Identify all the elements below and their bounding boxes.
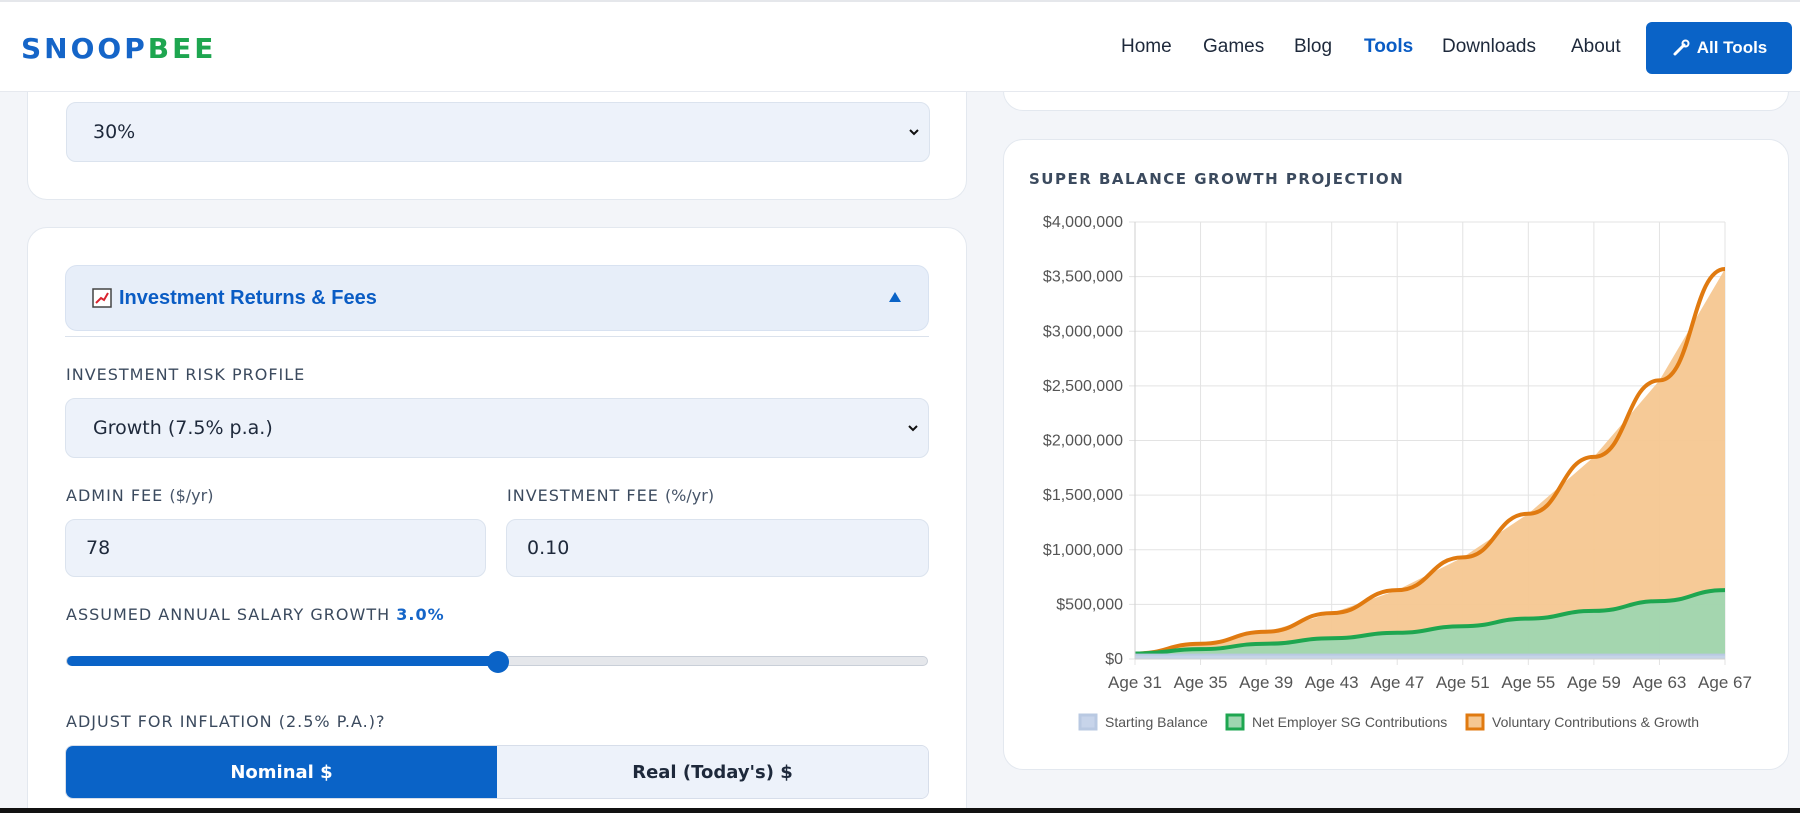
salary-growth-label-text: ASSUMED ANNUAL SALARY GROWTH — [66, 605, 391, 624]
growth-chart: $0 $500,000 $1,000,000 $1,500,000 $2,000,000… — [1043, 214, 1752, 731]
salary-growth-label: ASSUMED ANNUAL SALARY GROWTH 3.0% — [66, 605, 445, 624]
y-tick-label: $2,500,000 — [1043, 378, 1123, 395]
nav-blog[interactable]: Blog — [1294, 36, 1333, 57]
x-tick-label: Age 51 — [1436, 673, 1490, 692]
risk-profile-value: Growth (7.5% p.a.) — [93, 417, 273, 439]
chevron-down-icon — [908, 425, 918, 432]
legend-swatch — [1465, 713, 1485, 731]
investment-fee-unit: (%/yr) — [664, 486, 715, 505]
all-tools-label: All Tools — [1696, 38, 1768, 57]
inflation-label: ADJUST FOR INFLATION (2.5% P.A.)? — [66, 712, 386, 731]
admin-fee-label-text: ADMIN FEE — [66, 486, 164, 505]
x-tick-label: Age 55 — [1501, 673, 1555, 692]
logo-text-bee: BEE — [147, 32, 217, 65]
admin-fee-value: 78 — [86, 537, 111, 559]
slider-fill — [67, 656, 498, 666]
chart-icon — [92, 288, 112, 308]
salary-growth-slider[interactable] — [66, 651, 928, 673]
section-header-investment[interactable]: Investment Returns & Fees — [65, 265, 929, 331]
slider-thumb[interactable] — [487, 651, 509, 673]
y-tick-label: $1,000,000 — [1043, 542, 1123, 559]
legend-label: Starting Balance — [1105, 714, 1208, 730]
legend-label: Voluntary Contributions & Growth — [1492, 714, 1699, 730]
legend-label: Net Employer SG Contributions — [1252, 714, 1447, 730]
toggle-real[interactable]: Real (Today's) $ — [497, 746, 928, 798]
investment-fee-label-text: INVESTMENT FEE — [507, 486, 659, 505]
site-logo[interactable]: SNOOPBEE — [21, 32, 216, 65]
risk-profile-select[interactable]: Growth (7.5% p.a.) — [65, 398, 929, 458]
y-tick-label: $1,500,000 — [1043, 487, 1123, 504]
nav-home[interactable]: Home — [1121, 36, 1172, 57]
x-tick-label: Age 31 — [1108, 673, 1162, 692]
tax-rate-value: 30% — [93, 121, 136, 143]
y-tick-label: $2,000,000 — [1043, 433, 1123, 450]
divider — [65, 336, 929, 337]
tax-rate-select[interactable]: 30% — [66, 102, 930, 162]
nav-games[interactable]: Games — [1203, 36, 1265, 57]
y-tick-label: $4,000,000 — [1043, 214, 1123, 231]
area-1 — [1135, 590, 1725, 659]
salary-growth-value: 3.0% — [396, 605, 445, 624]
y-tick-label: $3,500,000 — [1043, 269, 1123, 286]
site-header: SNOOPBEE Home Games Blog Tools Downloads… — [0, 0, 1800, 92]
area-0 — [1135, 654, 1725, 659]
admin-fee-input[interactable]: 78 — [65, 519, 486, 577]
series-line-1 — [1134, 588, 1726, 656]
toggle-nominal[interactable]: Nominal $ — [66, 746, 497, 798]
series-line-2 — [1134, 266, 1726, 656]
logo-text-snoop: SNOOP — [21, 32, 148, 65]
legend-swatch — [1225, 713, 1245, 731]
x-tick-label: Age 39 — [1239, 673, 1293, 692]
bottom-edge — [0, 808, 1800, 813]
inflation-toggle: Nominal $ Real (Today's) $ — [65, 745, 929, 799]
collapse-arrow-icon[interactable] — [888, 290, 902, 304]
investment-fee-input[interactable]: 0.10 — [506, 519, 929, 577]
x-tick-label: Age 59 — [1567, 673, 1621, 692]
y-tick-label: $0 — [1105, 651, 1123, 668]
investment-fee-value: 0.10 — [527, 537, 570, 559]
nav-tools[interactable]: Tools — [1364, 36, 1414, 57]
investment-fee-label: INVESTMENT FEE (%/yr) — [507, 486, 714, 505]
admin-fee-label: ADMIN FEE ($/yr) — [66, 486, 213, 505]
x-tick-label: Age 35 — [1174, 673, 1228, 692]
x-tick-label: Age 47 — [1370, 673, 1424, 692]
chart-title: SUPER BALANCE GROWTH PROJECTION — [1029, 170, 1405, 188]
admin-fee-unit: ($/yr) — [169, 486, 214, 505]
y-tick-label: $3,000,000 — [1043, 323, 1123, 340]
x-tick-label: Age 67 — [1698, 673, 1752, 692]
chevron-down-icon — [909, 129, 919, 136]
all-tools-button[interactable]: All Tools — [1646, 22, 1792, 74]
section-title: Investment Returns & Fees — [119, 287, 377, 309]
area-2 — [1135, 268, 1725, 659]
legend-swatch — [1078, 713, 1098, 731]
nav-about[interactable]: About — [1571, 36, 1621, 57]
x-tick-label: Age 43 — [1305, 673, 1359, 692]
risk-profile-label: INVESTMENT RISK PROFILE — [66, 365, 306, 384]
y-tick-label: $500,000 — [1056, 596, 1123, 613]
wrench-icon — [1673, 39, 1690, 56]
nav-downloads[interactable]: Downloads — [1442, 36, 1536, 57]
x-tick-label: Age 63 — [1632, 673, 1686, 692]
